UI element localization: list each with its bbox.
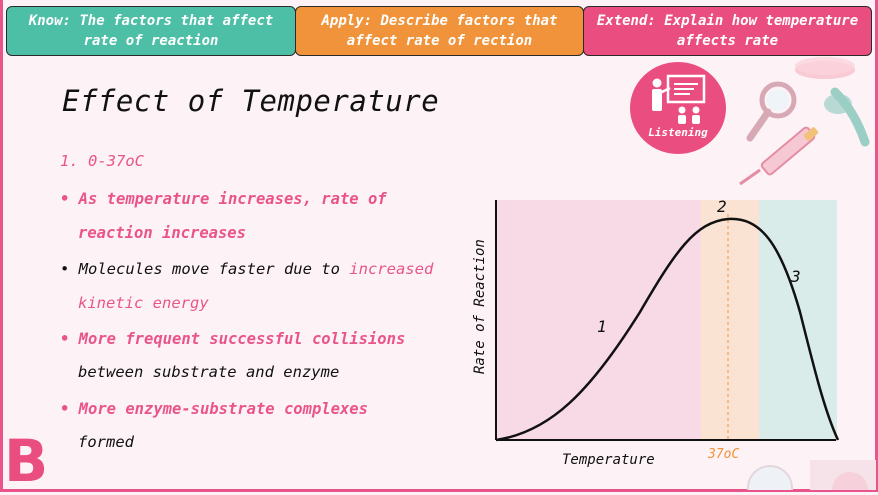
bullet-3-line-2: between substrate and enzyme: [78, 363, 340, 381]
bullet-2-line-2: kinetic energy: [78, 294, 209, 312]
extend-banner-text: Extend: Explain how temperature affects …: [596, 13, 859, 49]
apply-banner: Apply: Describe factors that affect rate…: [295, 6, 584, 56]
brand-logo: B: [4, 427, 49, 495]
know-banner-text: Know: The factors that affect rate of re…: [28, 13, 274, 49]
lab-equipment-decoration: [739, 57, 870, 186]
zone-2-shading: [701, 200, 759, 440]
zone-1-label: 1: [597, 317, 607, 336]
zone-3-label: 3: [790, 267, 801, 286]
bullet-2-highlight: increased: [349, 260, 434, 278]
bullet-4-line-2: formed: [78, 433, 134, 451]
listening-label: Listening: [648, 126, 708, 139]
bullet-2-text: • Molecules move faster due to: [60, 260, 350, 278]
zone-1-shading: [496, 200, 701, 440]
zone-2-label: 2: [717, 197, 727, 216]
apply-banner-text: Apply: Describe factors that affect rate…: [321, 13, 558, 49]
rate-curve: [495, 217, 840, 442]
x-axis-label: Temperature: [562, 452, 655, 468]
temperature-rate-chart: 1 2 3 Temperature 37oC Rate of Reaction: [472, 197, 840, 468]
bullet-4-line-1: • More enzyme-substrate complexes: [60, 400, 368, 418]
bullet-2-line-1: • Molecules move faster due to increased: [60, 260, 433, 278]
know-banner: Know: The factors that affect rate of re…: [6, 6, 296, 56]
bottom-decoration: [747, 460, 876, 490]
bullet-3-line-1: • More frequent successful collisions: [60, 330, 406, 348]
page-title: Effect of Temperature: [62, 84, 440, 118]
y-axis-label: Rate of Reaction: [472, 239, 488, 374]
listening-presentation-icon: [652, 74, 706, 124]
bullet-1-line-2: reaction increases: [78, 224, 246, 242]
extend-banner: Extend: Explain how temperature affects …: [583, 6, 872, 56]
x-marker-label: 37oC: [707, 447, 739, 462]
listening-badge: Listening: [630, 62, 726, 154]
bullet-1-line-1: • As temperature increases, rate of: [60, 190, 387, 208]
section-heading: 1. 0-37oC: [60, 152, 144, 170]
